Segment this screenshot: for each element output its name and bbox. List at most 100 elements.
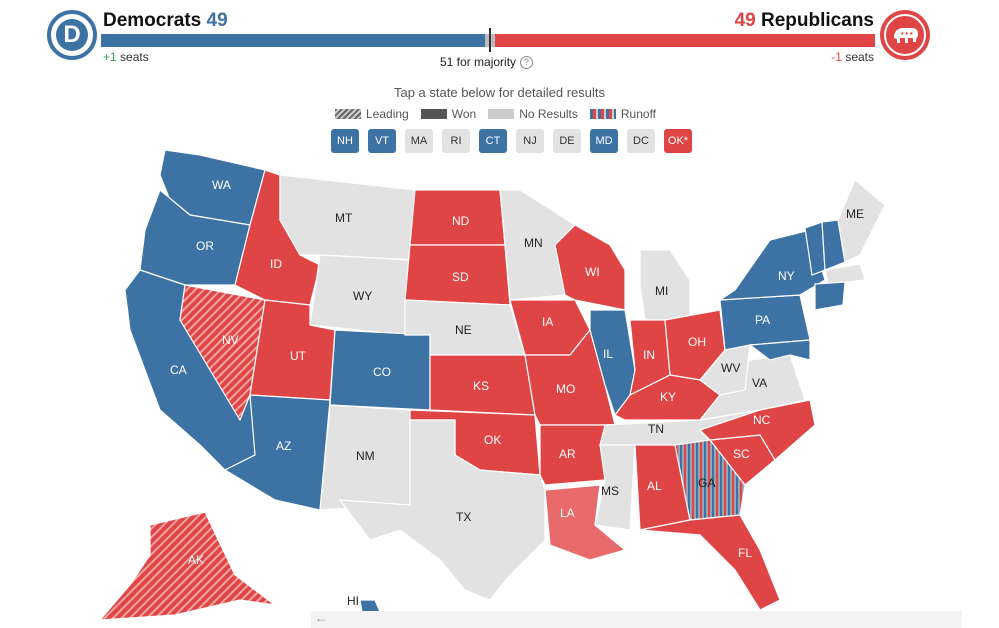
label-sc: SC: [733, 447, 750, 461]
label-mo: MO: [556, 382, 575, 396]
state-tx[interactable]: [338, 419, 546, 601]
state-nv[interactable]: [179, 284, 266, 422]
state-ar[interactable]: [539, 424, 616, 486]
label-az: AZ: [276, 439, 291, 453]
majority-label: 51 for majority?: [440, 55, 534, 69]
label-in: IN: [643, 348, 655, 362]
label-ok: OK: [484, 433, 501, 447]
no-results-swatch: [488, 109, 515, 119]
state-button-ct[interactable]: CT: [479, 129, 507, 153]
instructions-text: Tap a state below for detailed results: [393, 85, 605, 100]
leading-swatch: [335, 109, 361, 119]
left-arrow-icon[interactable]: ←: [315, 611, 327, 625]
label-al: AL: [647, 479, 662, 493]
label-nv: NV: [222, 333, 239, 347]
republicans-logo: ★★★: [880, 10, 930, 60]
label-va: VA: [752, 376, 767, 390]
state-button-md[interactable]: MD: [590, 129, 618, 153]
horizontal-scrollbar[interactable]: ←: [311, 611, 962, 628]
state-button-nh[interactable]: NH: [331, 129, 359, 153]
label-wa: WA: [212, 178, 231, 192]
elephant-icon: ★★★: [884, 14, 926, 56]
legend-leading: Leading: [335, 107, 409, 121]
label-co: CO: [373, 365, 391, 379]
dem-seat-count: 49: [206, 10, 228, 31]
label-wi: WI: [585, 265, 600, 279]
label-hi: HI: [347, 594, 359, 608]
republicans-title: 49 Republicans: [734, 10, 874, 31]
label-ny: NY: [778, 269, 795, 283]
state-ct[interactable]: [814, 281, 846, 311]
state-me[interactable]: [837, 179, 886, 263]
label-ks: KS: [473, 379, 489, 393]
state-ga[interactable]: [674, 439, 746, 521]
state-button-de[interactable]: DE: [553, 129, 581, 153]
label-wv: WV: [721, 361, 740, 375]
legend-runoff: Runoff: [589, 107, 656, 121]
won-swatch: [420, 109, 447, 119]
majority-marker: [489, 28, 491, 52]
legend-no-results: No Results: [488, 107, 578, 121]
label-or: OR: [196, 239, 214, 253]
label-mi: MI: [655, 284, 668, 298]
rep-seat-change: -1 seats: [831, 50, 874, 64]
label-mn: MN: [524, 236, 543, 250]
label-ms: MS: [601, 484, 619, 498]
label-ga: GA: [698, 476, 715, 490]
state-wi[interactable]: [554, 224, 626, 311]
label-fl: FL: [738, 546, 752, 560]
state-wv[interactable]: [699, 344, 751, 396]
state-ny[interactable]: [717, 229, 826, 301]
label-il: IL: [603, 347, 613, 361]
label-nm: NM: [356, 449, 375, 463]
democrats-logo: D: [47, 10, 97, 60]
d-icon: D: [56, 19, 88, 51]
state-ak[interactable]: [98, 511, 276, 621]
legend-won: Won: [420, 107, 476, 121]
state-mo[interactable]: [524, 328, 616, 426]
label-id: ID: [270, 257, 282, 271]
label-nc: NC: [753, 413, 771, 427]
label-ut: UT: [290, 349, 307, 363]
state-ma[interactable]: [824, 263, 866, 285]
label-ak: AK: [188, 553, 204, 567]
state-button-dc[interactable]: DC: [627, 129, 655, 153]
rep-seat-count: 49: [734, 10, 756, 31]
dem-seat-change: +1 seats: [103, 50, 149, 64]
label-me: ME: [846, 207, 864, 221]
label-wy: WY: [353, 289, 372, 303]
state-la[interactable]: [544, 484, 627, 561]
state-button-vt[interactable]: VT: [368, 129, 396, 153]
label-tx: TX: [456, 510, 471, 524]
state-labels: WA OR CA NV ID MT WY UT AZ CO NM ND SD N…: [170, 178, 864, 608]
state-button-ma[interactable]: MA: [405, 129, 433, 153]
label-ca: CA: [170, 363, 187, 377]
label-pa: PA: [755, 313, 770, 327]
label-ne: NE: [455, 323, 472, 337]
state-button-ri[interactable]: RI: [442, 129, 470, 153]
label-oh: OH: [688, 335, 706, 349]
state-md[interactable]: [748, 339, 811, 361]
question-icon[interactable]: ?: [520, 56, 534, 69]
democrats-title: Democrats 49: [103, 10, 228, 31]
state-button-ok[interactable]: OK*: [664, 129, 692, 153]
label-mt: MT: [335, 211, 353, 225]
runoff-swatch: [589, 109, 616, 119]
rep-seat-bar: [495, 34, 875, 47]
map-legend: Leading Won No Results Runoff: [335, 107, 656, 121]
state-button-nj[interactable]: NJ: [516, 129, 544, 153]
label-tn: TN: [648, 422, 664, 436]
dem-seat-bar: [101, 34, 485, 47]
small-state-buttons: NH VT MA RI CT NJ DE MD DC OK*: [331, 129, 692, 153]
label-ia: IA: [542, 315, 553, 329]
state-or[interactable]: [139, 188, 251, 286]
state-fl[interactable]: [639, 514, 781, 611]
label-ky: KY: [660, 390, 676, 404]
label-sd: SD: [452, 270, 469, 284]
label-nd: ND: [452, 214, 470, 228]
label-la: LA: [560, 506, 575, 520]
label-ar: AR: [559, 447, 576, 461]
svg-text:★★★: ★★★: [900, 31, 914, 37]
state-ms[interactable]: [594, 444, 636, 531]
